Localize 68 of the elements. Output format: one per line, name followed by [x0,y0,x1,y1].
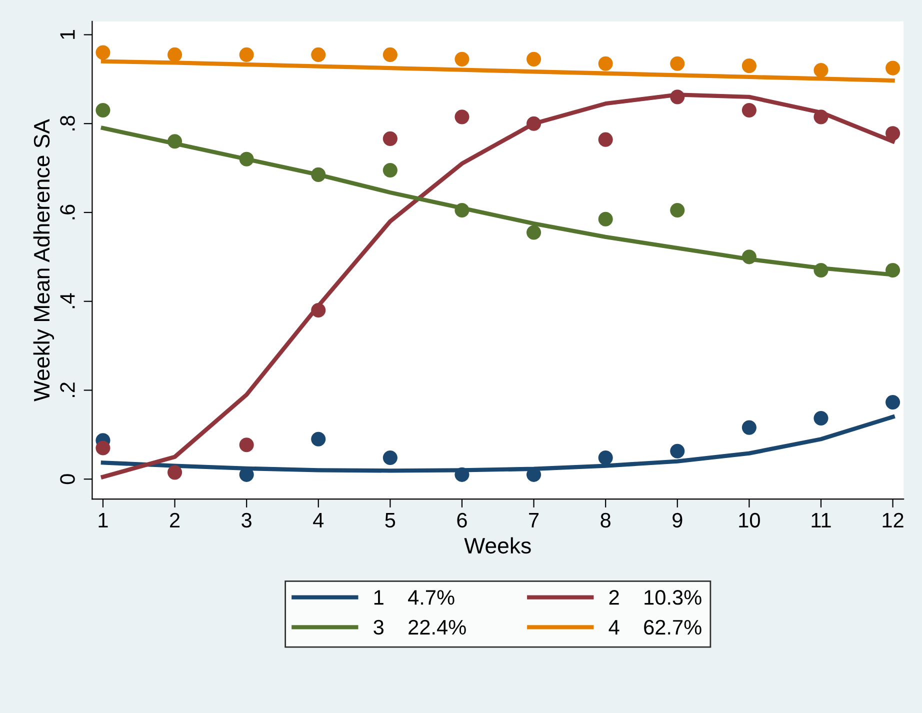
point [239,47,254,62]
point [167,47,182,62]
y-tick-label: .6 [60,204,75,220]
point [382,47,398,62]
y-tick-label: 1 [60,30,75,39]
y-tick-label: .8 [60,116,75,130]
point [742,250,756,264]
point [311,302,326,318]
point [742,102,756,118]
point [454,202,470,218]
point [670,56,685,71]
x-tick-label: 5 [385,513,396,528]
point [598,450,613,466]
y-tick-label: .2 [60,382,75,398]
point [526,52,542,66]
point [742,58,756,74]
legend-label: 3 22.4% [374,620,466,635]
x-tick-label: 4 [313,513,324,528]
point [382,450,398,466]
x-axis-title: Weeks [464,537,531,554]
point [454,467,470,482]
point [886,60,900,76]
point [96,102,110,118]
x-tick-label: 8 [600,512,610,528]
point [526,225,542,240]
point [239,438,254,452]
point [382,162,398,178]
point [670,90,685,104]
point [598,132,613,147]
x-tick-label: 1 [98,513,108,528]
legend-label: 2 10.3% [609,590,702,605]
point [382,131,398,146]
point [454,110,470,124]
point [598,212,613,226]
y-axis-title: Weekly Mean Adherence SA [33,119,54,402]
legend-label: 1 4.7% [374,590,454,605]
point [886,262,900,278]
y-tick-label: 0 [60,474,75,484]
x-tick-label: 2 [170,512,180,528]
x-tick-label: 12 [882,512,904,528]
point [526,116,542,131]
point [239,152,254,166]
point [670,444,685,458]
x-tick-label: 7 [529,513,539,528]
x-tick-label: 10 [739,512,760,528]
x-tick-label: 3 [242,512,252,528]
legend-label: 4 62.7% [608,620,702,635]
point [814,410,828,426]
x-tick-label: 6 [457,512,467,528]
point [311,167,326,182]
point [670,202,685,218]
point [167,465,182,480]
point [167,134,182,149]
point [311,47,326,62]
point [96,440,110,456]
point [454,52,470,66]
point [96,45,110,60]
point [886,394,900,410]
x-tick-label: 9 [672,512,682,528]
point [598,56,613,71]
y-tick-label: .4 [60,293,75,308]
point [311,432,326,446]
point [742,420,756,435]
point [886,126,900,141]
point [814,62,828,78]
point [814,110,828,124]
x-tick-label: 11 [812,513,831,528]
point [814,262,828,278]
